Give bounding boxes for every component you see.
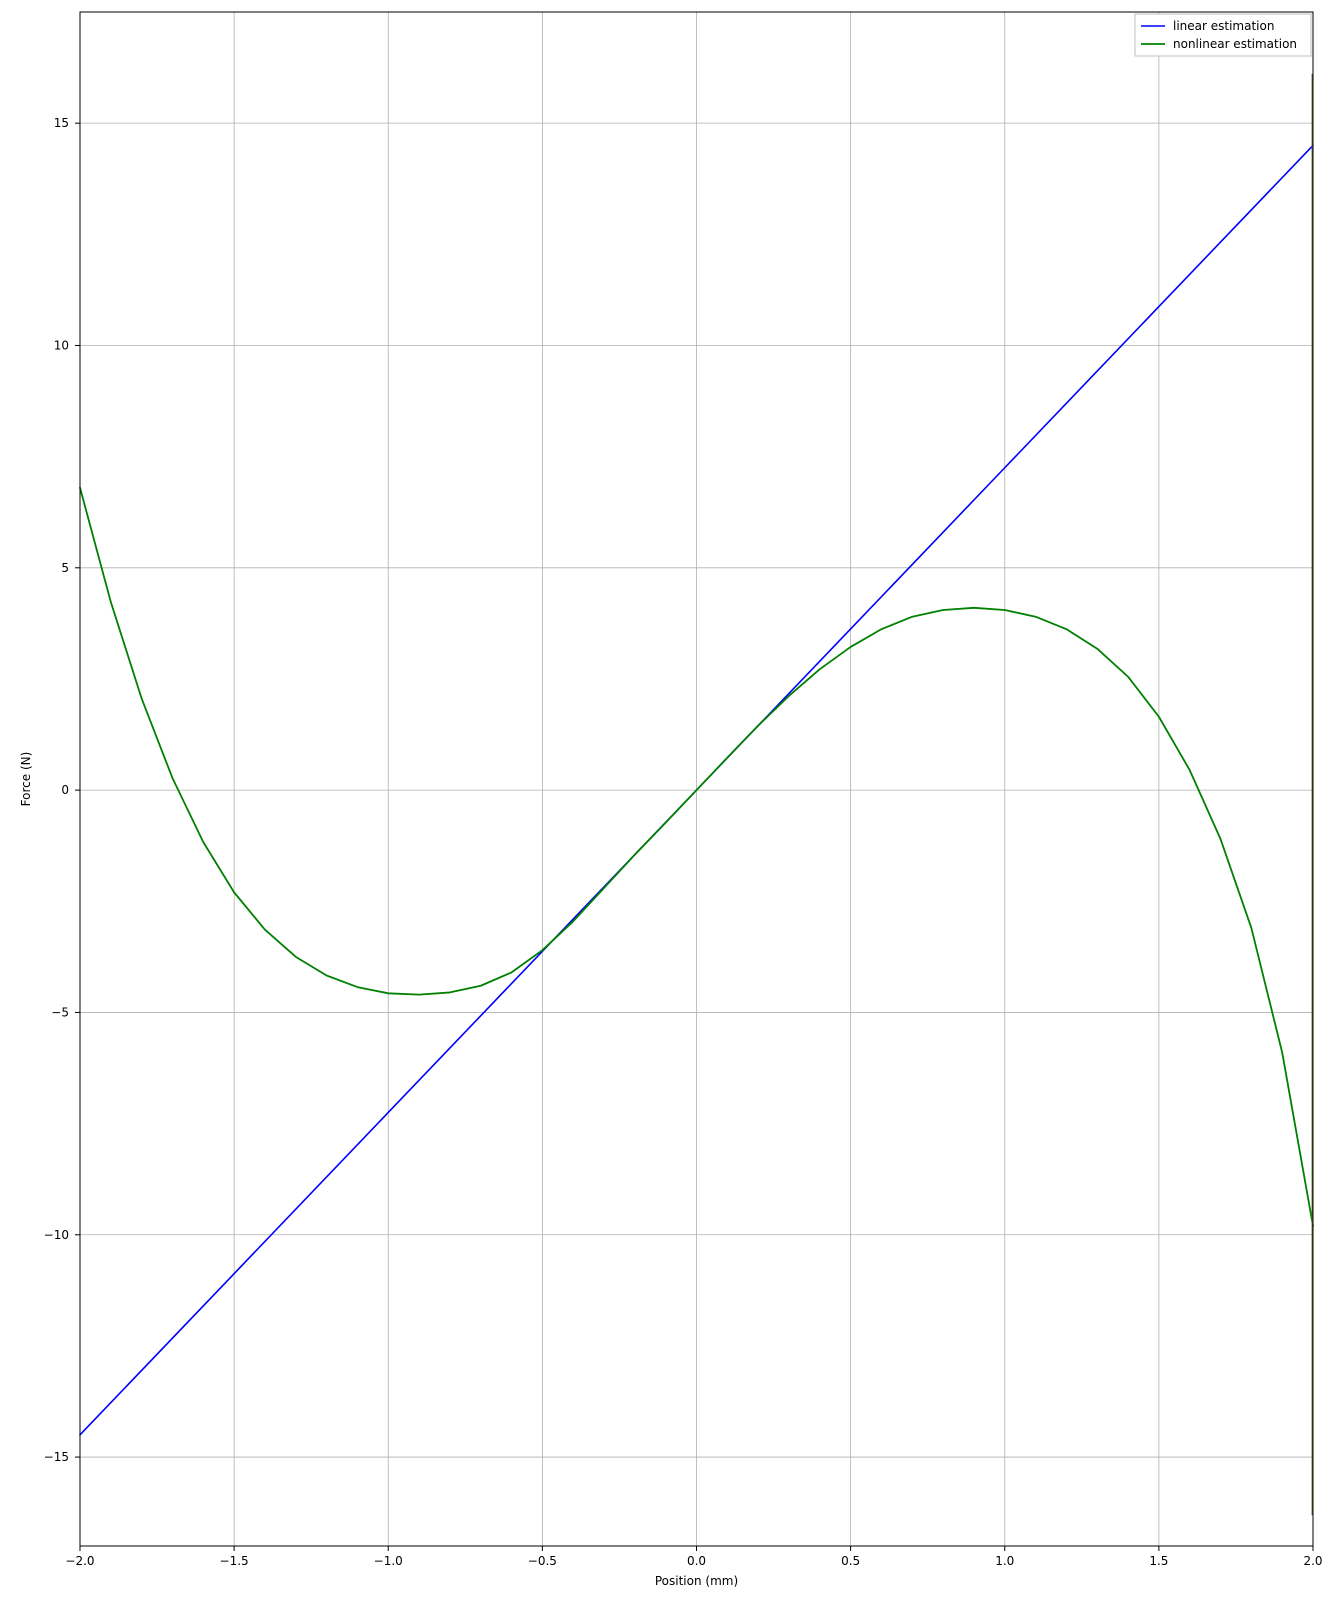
x-tick-label: 2.0 — [1303, 1554, 1322, 1568]
x-tick-label: −1.5 — [220, 1554, 249, 1568]
y-tick-label: 15 — [54, 116, 69, 130]
force-position-chart: −2.0 −1.5 −1.0 −0.5 0.0 0.5 1.0 1.5 2.0 Position … — [0, 0, 1329, 1606]
chart-svg: −2.0 −1.5 −1.0 −0.5 0.0 0.5 1.0 1.5 2.0 Position … — [0, 0, 1329, 1606]
y-tick-label: −5 — [51, 1005, 69, 1019]
legend-label: linear estimation — [1173, 19, 1274, 33]
x-tick-label: 1.5 — [1149, 1554, 1168, 1568]
y-tick-label: 0 — [61, 783, 69, 797]
x-axis-label: Position (mm) — [655, 1574, 738, 1588]
y-tick-label: −10 — [44, 1228, 69, 1242]
legend: linear estimation nonlinear estimation — [1135, 14, 1311, 56]
x-tick-label: 1.0 — [995, 1554, 1014, 1568]
y-axis-label: Force (N) — [19, 752, 33, 807]
legend-label: nonlinear estimation — [1173, 37, 1297, 51]
x-tick-label: −0.5 — [528, 1554, 557, 1568]
y-tick-label: 5 — [61, 561, 69, 575]
x-tick-label: 0.0 — [687, 1554, 706, 1568]
x-tick-label: −2.0 — [65, 1554, 94, 1568]
y-tick-label: 10 — [54, 338, 69, 352]
x-tick-label: −1.0 — [374, 1554, 403, 1568]
y-tick-label: −15 — [44, 1450, 69, 1464]
x-tick-label: 0.5 — [841, 1554, 860, 1568]
